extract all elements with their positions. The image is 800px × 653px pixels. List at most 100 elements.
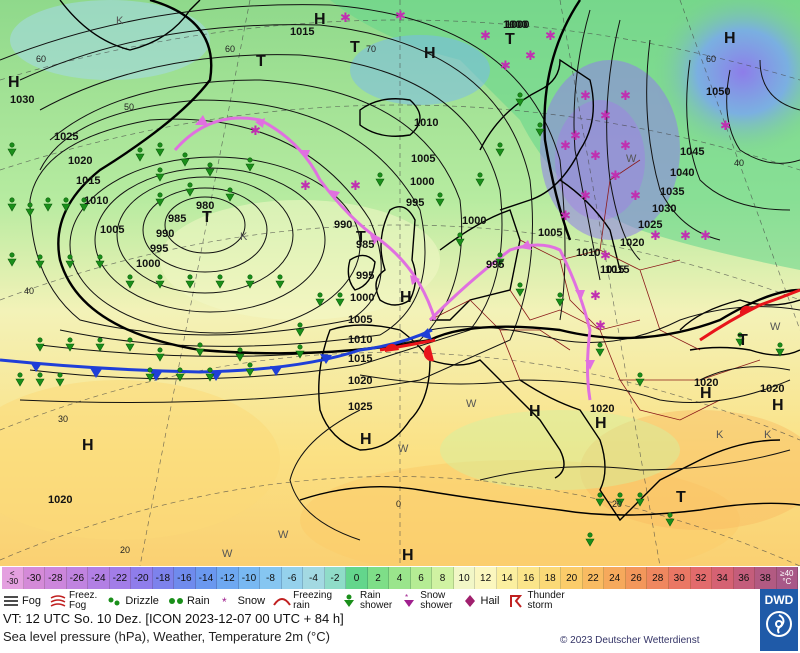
isobar-label: 1025: [638, 219, 662, 231]
snow-icon: ✱: [600, 108, 611, 123]
isobar-label: 1050: [706, 86, 730, 98]
dwd-logo: DWD: [760, 589, 798, 651]
scale-cell: -22: [109, 567, 132, 589]
isobar-label: 1000: [136, 258, 160, 270]
warm-air-label: W: [222, 548, 233, 560]
legend-freezing-rain: Freezing rain: [273, 590, 332, 611]
scale-cell: -12: [217, 567, 239, 589]
isobar-label: 985: [356, 239, 374, 251]
grid-label: 60: [225, 44, 235, 54]
rain-shower-icon: [79, 197, 89, 212]
snow-icon: ✱: [560, 208, 571, 223]
rain-shower-icon: [775, 342, 785, 357]
rain-shower-icon: [515, 282, 525, 297]
high-pressure-label: H: [700, 385, 712, 402]
isobar-label: 1000: [462, 215, 486, 227]
isobar-label: 1005: [100, 224, 124, 236]
snow-icon: ✱: [545, 28, 556, 43]
chart-description: Sea level pressure (hPa), Weather, Tempe…: [3, 629, 330, 644]
scale-cell: 10: [453, 567, 476, 589]
rain-shower-icon: [195, 342, 205, 357]
rain-shower-icon: [35, 372, 45, 387]
rain-shower-icon: [155, 274, 165, 289]
grid-label: 60: [36, 54, 46, 64]
snow-icon: ✱: [650, 228, 661, 243]
snow-icon: ✱: [560, 138, 571, 153]
drizzle-icon: [105, 594, 123, 608]
rain-shower-icon: [180, 152, 190, 167]
scale-cell: 38: [755, 567, 777, 589]
scale-cell: 6: [410, 567, 433, 589]
scale-cell: 22: [582, 567, 605, 589]
legend-rain-shower: Rain shower: [340, 590, 392, 611]
isobar-label: 990: [334, 219, 352, 231]
svg-text:*: *: [405, 594, 408, 602]
grid-label: 50: [124, 102, 134, 112]
rain-shower-icon: [25, 202, 35, 217]
rain-shower-icon: [43, 197, 53, 212]
rain-shower-icon: [535, 122, 545, 137]
isobar-label: 1020: [348, 375, 372, 387]
rain-shower-icon: [665, 512, 675, 527]
weather-map: ✱ ✱✱✱✱✱✱✱✱✱✱✱✱✱✱✱ ✱✱ ✱ ✱✱✱✱✱✱✱✱ 60 60 50 40 …: [0, 0, 800, 566]
grid-label: 40: [734, 158, 744, 168]
rain-shower-icon: [375, 172, 385, 187]
scale-cell: 32: [690, 567, 713, 589]
rain-shower-icon: [295, 344, 305, 359]
freezing-rain-icon: [273, 594, 291, 608]
isobar-label: 1015: [76, 175, 100, 187]
grid-label: 20: [612, 499, 622, 509]
snow-icon: ✱: [600, 248, 611, 263]
low-pressure-label: T: [202, 209, 212, 226]
rain-shower-icon: [125, 274, 135, 289]
isobar-label: 1020: [760, 383, 784, 395]
rain-shower-icon: [435, 192, 445, 207]
snow-icon: ✱: [525, 48, 536, 63]
freezing-fog-icon: [49, 594, 67, 608]
grid-label: 0: [396, 499, 401, 509]
isobar-label: 1015: [600, 264, 624, 276]
isobar-label: 985: [168, 213, 186, 225]
snow-shower-icon: *: [400, 594, 418, 608]
snow-icon: ✱: [620, 88, 631, 103]
isobar-label: 1000: [410, 176, 434, 188]
fog-icon: [2, 594, 20, 608]
low-pressure-label: T: [738, 332, 748, 349]
rain-shower-icon: [65, 254, 75, 269]
scale-cell: -2: [324, 567, 347, 589]
high-pressure-label: H: [772, 397, 784, 414]
rain-shower-icon: [245, 274, 255, 289]
high-pressure-label: H: [8, 74, 20, 91]
rain-shower-icon: [65, 337, 75, 352]
snow-icon: ✱: [630, 188, 641, 203]
rain-shower-icon: [245, 157, 255, 172]
isobar-label: 1015: [348, 353, 372, 365]
snow-icon: ✱: [720, 118, 731, 133]
rain-shower-icon: [185, 182, 195, 197]
rain-shower-icon: [295, 322, 305, 337]
grid-label: 40: [24, 286, 34, 296]
snow-icon: ✱: [350, 178, 361, 193]
isobar-label: 1025: [54, 131, 78, 143]
isobar-label: 1015: [605, 264, 629, 276]
temperature-scale: < -30 -30 -28 -26 -24 -22 -20 -18 -16 -14 -12 -10 -8…: [2, 567, 799, 589]
rain-shower-icon: [595, 492, 605, 507]
scale-cell: -14: [195, 567, 218, 589]
rain-shower-icon: [95, 337, 105, 352]
isobar-label: 1040: [670, 167, 694, 179]
snow-icon: ✱: [700, 228, 711, 243]
scale-cell: 30: [668, 567, 691, 589]
isobar-label: 995: [486, 259, 504, 271]
low-pressure-label: T: [256, 53, 266, 70]
high-pressure-label: H: [314, 11, 326, 28]
scale-cell: -26: [66, 567, 89, 589]
rain-shower-icon: [35, 337, 45, 352]
rain-shower-icon: [155, 192, 165, 207]
isobar-label: 995: [150, 243, 168, 255]
rain-shower-icon: [15, 372, 25, 387]
snow-icon: ✱: [680, 228, 691, 243]
cold-air-label: K: [764, 429, 772, 441]
isobar-label: 1020: [620, 237, 644, 249]
isobar-label: 1025: [348, 401, 372, 413]
